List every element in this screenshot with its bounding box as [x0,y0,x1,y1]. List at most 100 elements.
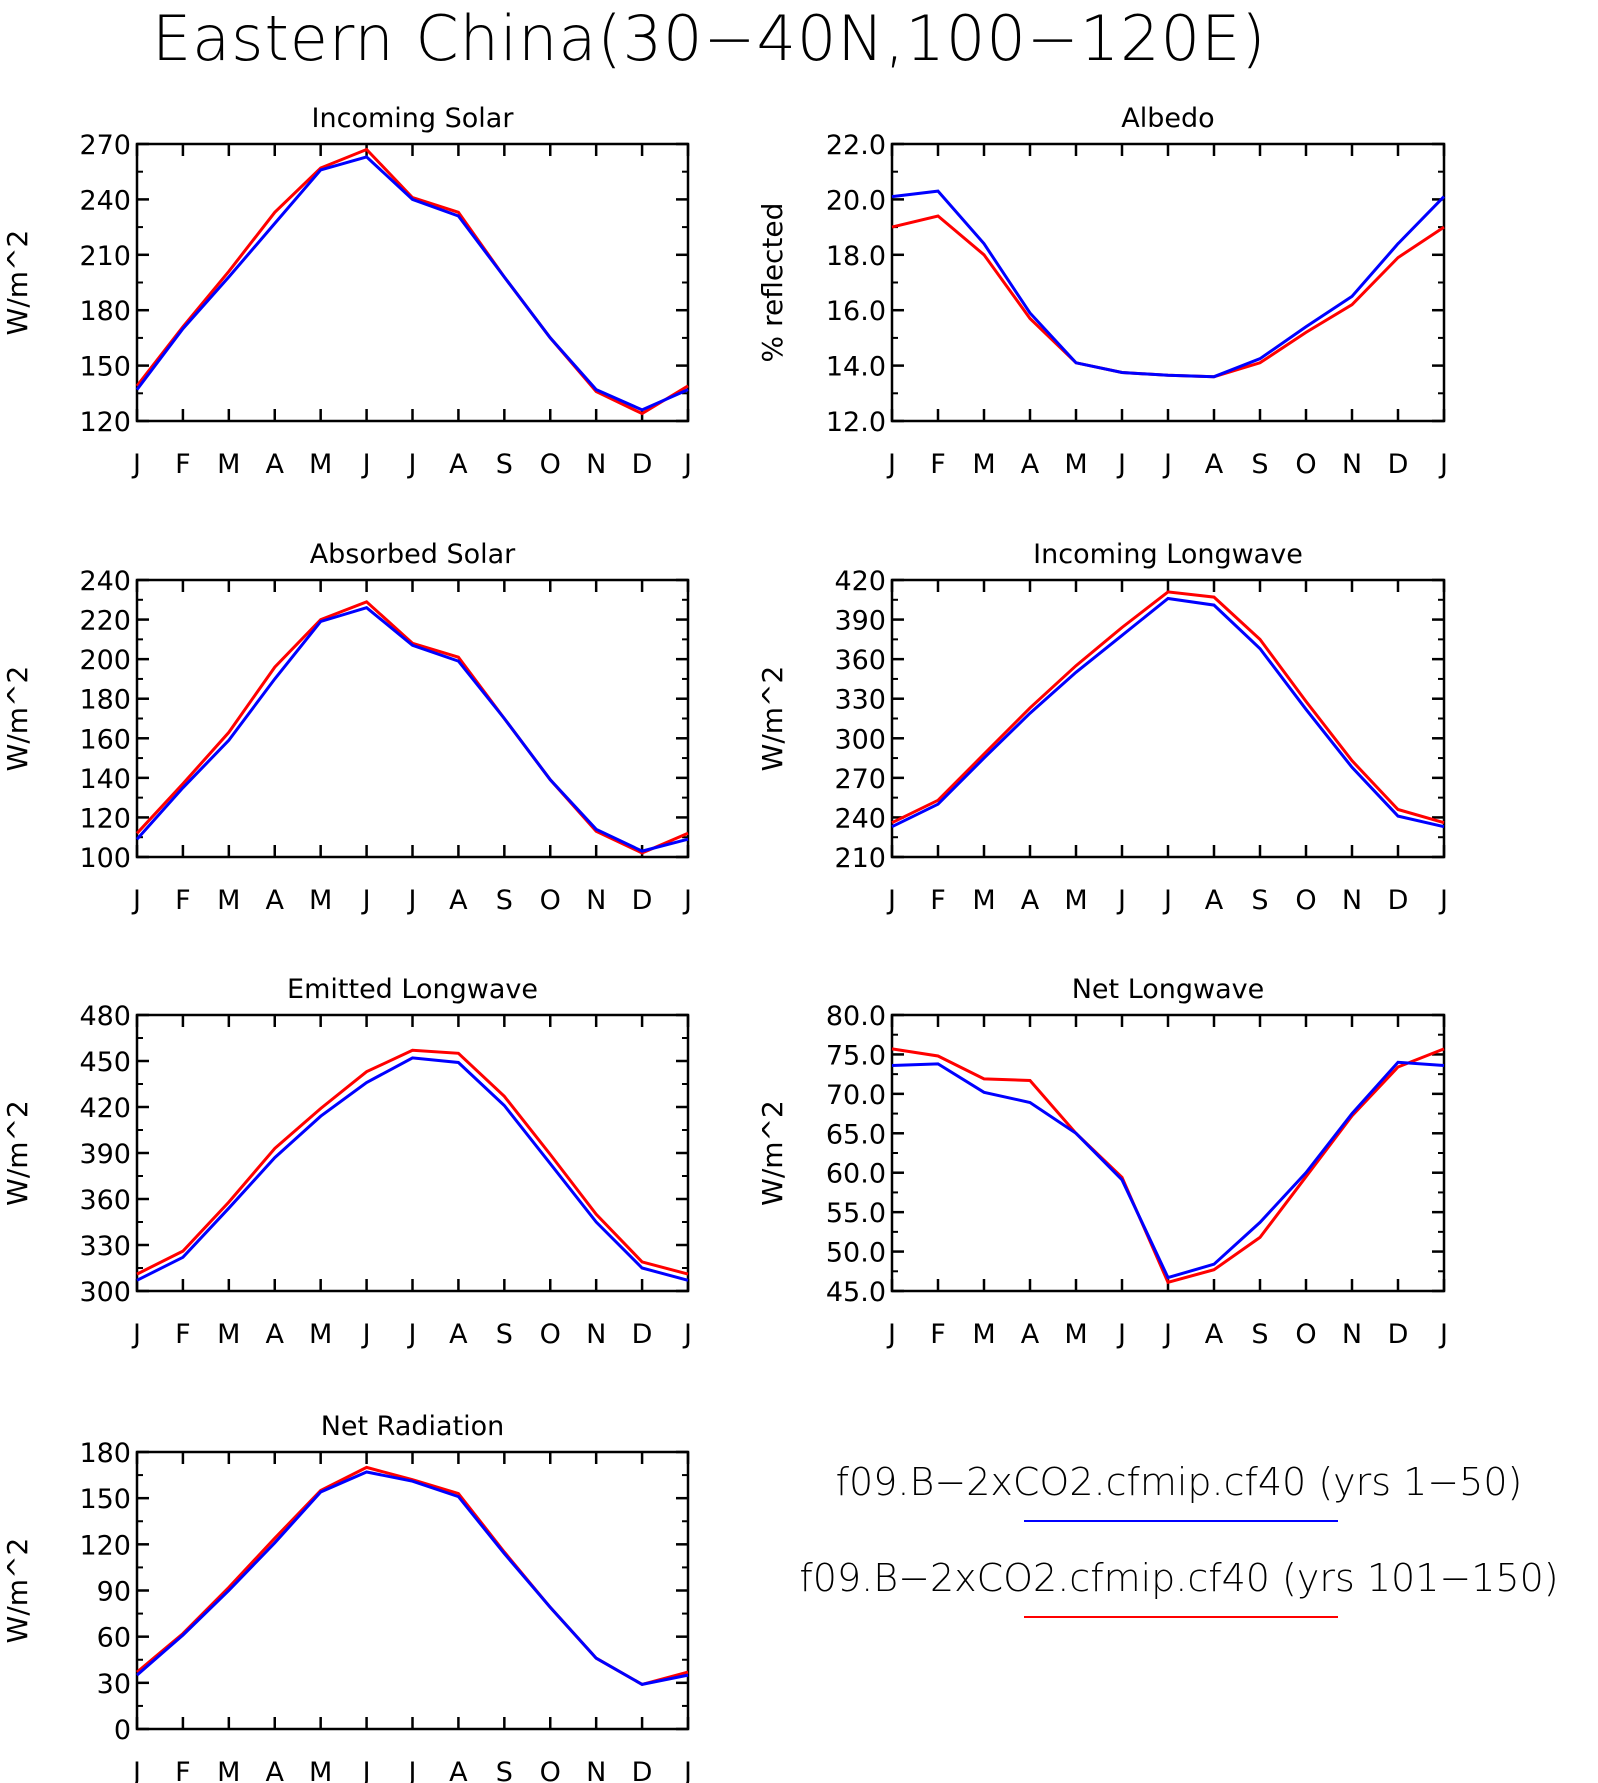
chart-panel: J F M A M J J A S O N D J12.014.016.018.020.022.0% r… [756,103,1448,480]
x-tick-label: J [1116,1319,1126,1350]
y-tick-label: 390 [79,1139,131,1170]
x-tick-label: J [1162,449,1172,480]
plot-frame [135,1450,690,1731]
x-tick-label: F [930,885,946,916]
y-tick-label: 180 [79,296,131,327]
x-tick-label: J [1438,1319,1448,1350]
x-tick-label: M [217,449,240,480]
y-tick-label: 140 [79,764,131,795]
series-line-blue [136,1056,689,1282]
x-tick-label: M [309,885,332,916]
series-line-red [891,214,1445,379]
y-tick-label: 200 [79,645,131,676]
x-tick-label: J [1162,1319,1172,1350]
y-tick-label: 180 [79,685,131,716]
series-line-blue [891,189,1446,379]
y-axis-label: W/m^2 [1,230,34,336]
y-tick-label: 16.0 [826,296,886,327]
y-tick-label: 360 [79,1185,131,1216]
y-tick-label: 100 [79,843,131,874]
x-tick-label: A [266,449,285,480]
series-line-blue [891,1060,1445,1280]
legend-label: f09.B−2xCO2.cfmip.cf40 (yrs 101−150) [799,1556,1559,1600]
y-tick-label: 300 [834,724,886,755]
y-tick-label: 240 [834,803,886,834]
y-tick-label: 360 [834,645,886,676]
x-tick-label: A [449,1757,468,1783]
series-line-blue [135,155,689,412]
legend-entry: f09.B−2xCO2.cfmip.cf40 (yrs 101−150) [760,1556,1598,1652]
x-tick-label: N [586,449,606,480]
x-tick-label: N [586,1319,606,1350]
panel-title: Incoming Solar [312,103,515,134]
chart-panel: J F M A M J J A S O N D J45.050.055.060.065.070.075.… [756,974,1448,1350]
x-tick-label: O [1295,885,1316,916]
x-tick-label: O [1295,449,1316,480]
y-tick-label: 480 [79,1001,131,1032]
x-tick-label: J [886,449,896,480]
x-tick-label: M [1064,449,1087,480]
x-tick-label: A [1021,449,1040,480]
series-line-blue [136,1470,689,1686]
x-tick-label: N [586,885,606,916]
y-tick-label: 150 [79,352,131,383]
y-axis-label: W/m^2 [756,666,789,772]
y-tick-label: 65.0 [826,1119,886,1150]
y-axis-label: % reflected [756,203,789,363]
series-line-red [135,600,689,855]
y-axis-label: W/m^2 [1,666,34,772]
y-tick-label: 330 [79,1231,131,1262]
y-tick-label: 240 [79,566,131,597]
x-tick-label: F [175,449,191,480]
x-tick-label: S [1251,1319,1268,1350]
y-tick-label: 180 [79,1438,131,1469]
figure-title: Eastern China(30−40N,100−120E) [152,2,1267,75]
x-tick-label: A [266,1319,285,1350]
plot-frame [890,1013,1446,1293]
series-line-red [135,147,689,416]
x-tick-label: J [886,885,896,916]
x-tick-label: D [632,449,653,480]
series-line-blue [135,606,689,853]
series-line-red [136,1465,689,1687]
x-tick-label: M [972,1319,995,1350]
y-tick-label: 270 [834,764,886,795]
x-tick-label: S [1251,885,1268,916]
x-tick-label: M [217,1319,240,1350]
x-tick-label: F [175,1757,191,1783]
x-tick-label: A [449,885,468,916]
x-tick-label: O [540,885,561,916]
y-axis-label: W/m^2 [756,1100,789,1206]
x-tick-label: D [1388,885,1409,916]
y-tick-label: 12.0 [826,407,886,438]
y-tick-label: 50.0 [826,1238,886,1269]
x-tick-label: J [131,885,141,916]
y-tick-label: 30 [97,1669,131,1700]
y-tick-label: 390 [834,606,886,637]
x-tick-label: D [1388,1319,1409,1350]
x-tick-label: S [1251,449,1268,480]
x-tick-label: J [682,449,692,480]
y-tick-label: 210 [79,241,131,272]
y-tick-label: 300 [79,1277,131,1308]
chart-panel: J F M A M J J A S O N D J120150180210240270W/m^2Inco… [1,103,692,480]
y-tick-label: 90 [97,1577,131,1608]
y-tick-label: 14.0 [826,352,886,383]
y-tick-label: 22.0 [826,130,886,161]
x-tick-label: M [217,1757,240,1783]
x-tick-label: J [1116,449,1126,480]
x-tick-label: A [1205,885,1224,916]
x-tick-label: A [1205,449,1224,480]
x-tick-label: F [930,1319,946,1350]
y-tick-label: 450 [79,1047,131,1078]
x-tick-label: O [540,1319,561,1350]
legend-line-blue [1024,1520,1338,1522]
series-line-red [891,590,1445,825]
x-tick-label: A [266,885,285,916]
x-tick-label: J [131,1319,141,1350]
x-tick-label: J [361,885,371,916]
x-tick-label: A [1021,885,1040,916]
series-line-red [891,1047,1445,1285]
x-tick-label: M [972,449,995,480]
